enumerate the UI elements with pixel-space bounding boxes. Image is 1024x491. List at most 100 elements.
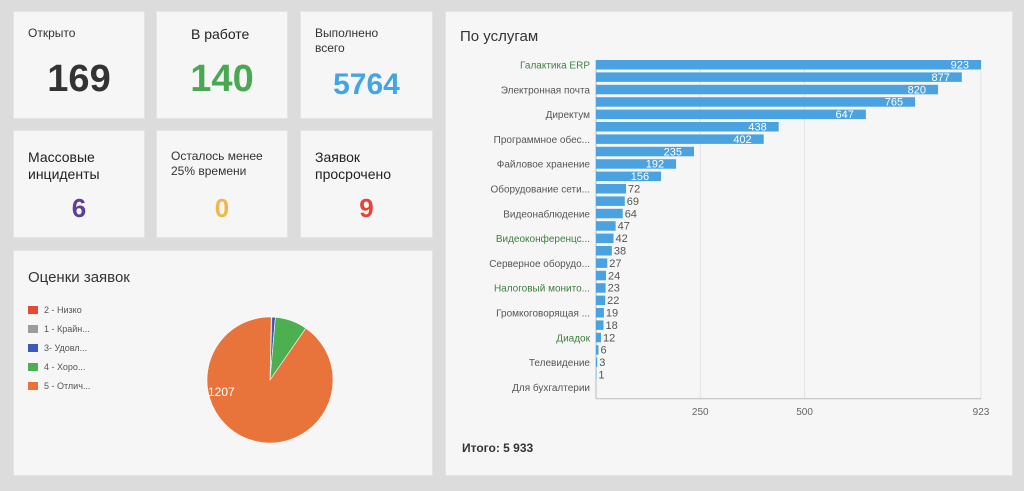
category-label: Файловое хранение xyxy=(497,160,591,171)
x-tick-label: 250 xyxy=(692,407,709,418)
legend-label: 5 - Отлич... xyxy=(44,380,91,391)
kpi-mass-label: Массовые инциденты xyxy=(28,149,100,182)
bar-value-label: 765 xyxy=(885,97,903,109)
kpi-less25-card[interactable]: Осталось менее 25% времени 0 xyxy=(156,130,288,238)
bar-value-label: 64 xyxy=(625,208,637,220)
legend-item[interactable]: 4 - Хоро... xyxy=(28,357,90,376)
bar-value-label: 24 xyxy=(608,270,620,282)
legend-item[interactable]: 3- Удовл... xyxy=(28,338,90,357)
services-total: Итого: 5 933 xyxy=(462,441,534,455)
kpi-opened-value: 169 xyxy=(47,58,111,100)
kpi-opened-card[interactable]: Открыто 169 xyxy=(13,11,145,119)
pie-slice[interactable] xyxy=(206,316,334,444)
kpi-opened-label: Открыто xyxy=(28,26,76,40)
ratings-title: Оценки заявок xyxy=(28,269,130,286)
bar[interactable] xyxy=(596,283,606,293)
bar-value-label: 156 xyxy=(631,171,649,183)
bar[interactable] xyxy=(596,109,866,120)
bar-value-label: 923 xyxy=(951,60,969,72)
bar-value-label: 72 xyxy=(628,184,640,196)
legend-label: 1 - Крайн... xyxy=(44,323,90,334)
bar-value-label: 1 xyxy=(598,370,604,382)
kpi-mass-value: 6 xyxy=(71,193,87,223)
category-label: Диадок xyxy=(556,333,590,344)
legend-label: 2 - Низко xyxy=(44,304,82,315)
kpi-in-work-value: 140 xyxy=(190,58,254,100)
legend-label: 4 - Хоро... xyxy=(44,361,86,372)
bar-value-label: 235 xyxy=(664,146,682,158)
legend-swatch xyxy=(28,324,38,333)
bar[interactable] xyxy=(596,72,962,82)
bar[interactable] xyxy=(596,345,599,355)
legend-swatch xyxy=(28,362,38,371)
bar[interactable] xyxy=(596,246,612,256)
bar[interactable] xyxy=(596,122,779,132)
bar[interactable] xyxy=(596,60,981,70)
legend-item[interactable]: 1 - Крайн... xyxy=(28,319,90,338)
bar[interactable] xyxy=(596,146,695,157)
bar[interactable] xyxy=(596,332,602,343)
bar[interactable] xyxy=(596,308,604,318)
category-label: Директум xyxy=(546,110,591,121)
bar[interactable] xyxy=(596,320,604,330)
kpi-less25-label: Осталось менее 25% времени xyxy=(171,149,263,178)
bar[interactable] xyxy=(596,233,614,244)
bar-value-label: 877 xyxy=(931,72,949,84)
legend-item[interactable]: 2 - Низко xyxy=(28,300,90,319)
bar-value-label: 402 xyxy=(733,134,751,146)
kpi-in-work-card[interactable]: В работе 140 xyxy=(156,11,288,119)
category-label: Галактика ERP xyxy=(520,61,590,72)
bar[interactable] xyxy=(596,208,623,219)
bar[interactable] xyxy=(596,357,598,368)
bar[interactable] xyxy=(596,221,616,231)
category-label: Налоговый монито... xyxy=(494,284,590,295)
bar-value-label: 438 xyxy=(748,122,766,134)
bar-value-label: 12 xyxy=(603,332,615,344)
pie-slice-label: 1207 xyxy=(208,385,235,399)
bar[interactable] xyxy=(596,97,916,107)
bar[interactable] xyxy=(596,270,607,281)
bar-value-label: 18 xyxy=(606,320,618,332)
category-label: Громкоговорящая ... xyxy=(496,309,590,320)
bar-value-label: 3 xyxy=(599,357,605,369)
category-label: Электронная почта xyxy=(501,85,591,96)
services-title: По услугам xyxy=(460,28,539,45)
category-label: Оборудование сети... xyxy=(490,184,590,196)
category-label: Для бухгалтерии xyxy=(512,382,590,394)
category-label: Телевидение xyxy=(529,358,591,369)
bar-value-label: 820 xyxy=(908,84,926,96)
category-label: Серверное оборудо... xyxy=(489,258,590,270)
bar-value-label: 42 xyxy=(616,233,628,245)
bar-value-label: 23 xyxy=(608,283,620,295)
legend-swatch xyxy=(28,343,38,352)
category-label: Видеонаблюдение xyxy=(503,208,590,220)
kpi-mass-card[interactable]: Массовые инциденты 6 xyxy=(13,130,145,238)
bar-value-label: 47 xyxy=(618,221,630,233)
category-label: Видеоконференцс... xyxy=(496,233,590,245)
bar[interactable] xyxy=(596,84,939,95)
legend-swatch xyxy=(28,381,38,390)
x-tick-label: 500 xyxy=(796,407,813,418)
bar-value-label: 6 xyxy=(601,345,607,357)
bar[interactable] xyxy=(596,159,677,169)
bar-value-label: 69 xyxy=(627,196,639,208)
kpi-overdue-card[interactable]: Заявок просрочено 9 xyxy=(300,130,433,238)
bar[interactable] xyxy=(596,295,606,306)
bar[interactable] xyxy=(596,258,608,268)
legend-swatch xyxy=(28,305,38,314)
legend-item[interactable]: 5 - Отлич... xyxy=(28,376,90,395)
bar[interactable] xyxy=(596,196,625,206)
kpi-done-label: Выполнено всего xyxy=(315,26,379,55)
ratings-pie-chart: 1207 xyxy=(206,316,334,444)
bar-value-label: 38 xyxy=(614,246,626,258)
kpi-done-card[interactable]: Выполнено всего 5764 xyxy=(300,11,433,119)
bar-value-label: 192 xyxy=(646,159,664,171)
bar[interactable] xyxy=(596,171,662,182)
bar-value-label: 19 xyxy=(606,308,618,320)
bar[interactable] xyxy=(596,134,764,144)
bar-value-label: 647 xyxy=(836,109,854,121)
kpi-overdue-value: 9 xyxy=(359,193,374,223)
ratings-legend: 2 - Низко 1 - Крайн... 3- Удовл... 4 - Х… xyxy=(28,300,90,395)
bar[interactable] xyxy=(596,184,627,194)
kpi-done-value: 5764 xyxy=(333,68,400,101)
